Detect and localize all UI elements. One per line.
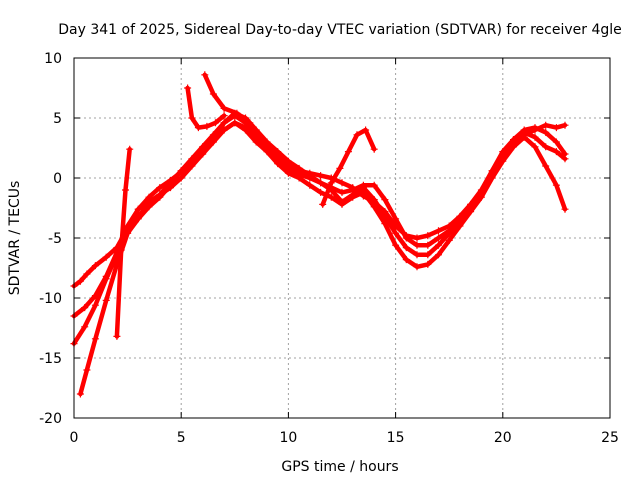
x-tick-label: 10: [279, 430, 297, 446]
series-2: [70, 112, 569, 320]
series-7: [201, 71, 254, 127]
series-point-markers: [319, 126, 378, 208]
series-point-markers: [76, 119, 569, 398]
series-group: [70, 71, 569, 398]
y-tick-label: -15: [39, 351, 62, 367]
x-tick-label: 15: [387, 430, 405, 446]
series-line: [185, 85, 227, 130]
axis-ticks: 0 5 10 15 20 25 -20 -15 -10 -5 0 5 10: [39, 51, 619, 446]
y-tick-label: 10: [44, 51, 62, 67]
series-point-markers: [70, 109, 569, 348]
x-tick-label: 5: [177, 430, 186, 446]
y-tick-label: -20: [39, 411, 62, 427]
grid: [74, 58, 610, 418]
y-tick-label: -5: [48, 231, 62, 247]
series-line: [114, 146, 132, 339]
x-tick-label: 25: [601, 430, 619, 446]
series-point-markers: [70, 112, 569, 320]
y-tick-label: 0: [53, 171, 62, 187]
x-tick-label: 20: [494, 430, 512, 446]
series-point-markers: [184, 84, 228, 132]
series-4: [76, 119, 569, 398]
series-line: [78, 120, 568, 397]
series-point-markers: [113, 145, 134, 340]
series-line: [71, 113, 568, 319]
series-line: [71, 110, 568, 346]
series-5: [113, 145, 134, 340]
x-axis-label: GPS time / hours: [281, 459, 398, 475]
series-point-markers: [201, 71, 254, 127]
series-6: [184, 84, 228, 132]
y-tick-label: 5: [53, 111, 62, 127]
x-tick-label: 0: [70, 430, 79, 446]
y-tick-label: -10: [39, 291, 62, 307]
y-axis-label: SDTVAR / TECUs: [7, 181, 23, 296]
series-8: [319, 126, 378, 208]
chart-title: Day 341 of 2025, Sidereal Day-to-day VTE…: [58, 22, 622, 38]
series-3: [70, 109, 569, 348]
